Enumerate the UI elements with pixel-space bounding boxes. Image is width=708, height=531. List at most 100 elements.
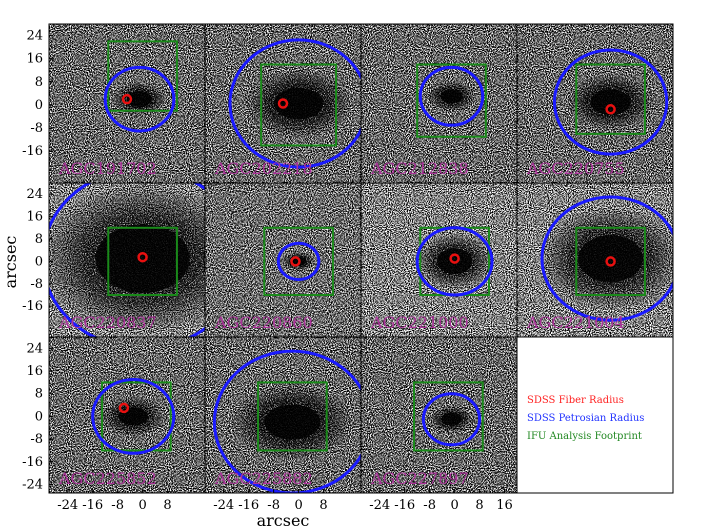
galaxy-core bbox=[95, 224, 190, 293]
y-tick-label: -8 bbox=[30, 432, 43, 447]
panel-agc220837: AGC220837 bbox=[48, 182, 206, 338]
panel-agc225852: AGC225852 bbox=[48, 336, 206, 494]
panel-background bbox=[517, 337, 673, 493]
panel-frame bbox=[516, 336, 674, 494]
x-tick-label: 0 bbox=[450, 498, 458, 513]
petrosian-circle bbox=[421, 392, 482, 447]
ifu-footprint bbox=[101, 381, 172, 452]
galaxy-core bbox=[264, 404, 321, 440]
y-tick-label: 8 bbox=[35, 75, 43, 90]
legend-entry: IFU Analysis Footprint bbox=[527, 431, 642, 442]
fiber-circle bbox=[121, 93, 133, 105]
galaxy-name: AGC221000 bbox=[370, 313, 469, 332]
galaxy-core bbox=[118, 407, 148, 426]
panel-agc191702: AGC191702 bbox=[48, 23, 206, 184]
x-tick-label: 8 bbox=[163, 498, 171, 513]
galaxy-name: AGC227897 bbox=[370, 469, 469, 488]
fiber-circle bbox=[118, 402, 130, 414]
petrosian-circle bbox=[91, 378, 176, 455]
x-tick-label: -24 bbox=[213, 498, 234, 513]
fiber-circle bbox=[449, 253, 460, 264]
x-tick-label: 0 bbox=[294, 498, 302, 513]
galaxy-name: AGC212838 bbox=[370, 159, 469, 178]
panel-agc221004: AGC221004 bbox=[516, 182, 674, 338]
ifu-footprint bbox=[260, 63, 338, 147]
galaxy-core bbox=[127, 91, 152, 108]
galaxy-core bbox=[440, 89, 463, 104]
y-tick-label: -24 bbox=[22, 477, 43, 492]
ifu-footprint bbox=[257, 381, 328, 452]
x-tick-label: -24 bbox=[57, 498, 78, 513]
galaxy-name: AGC221004 bbox=[526, 313, 625, 332]
y-tick-label: 24 bbox=[26, 341, 43, 356]
fiber-circle bbox=[290, 256, 301, 267]
fiber-circle bbox=[605, 256, 616, 267]
y-tick-label: 0 bbox=[35, 98, 43, 113]
petrosian-circle bbox=[212, 349, 361, 493]
y-tick-label: 0 bbox=[35, 409, 43, 424]
y-tick-label: 8 bbox=[35, 387, 43, 402]
panel-agc221000: AGC221000 bbox=[360, 182, 518, 338]
galaxy-name: AGC225852 bbox=[58, 469, 157, 488]
y-tick-label: -8 bbox=[30, 277, 43, 292]
y-axis-label: arcsec bbox=[1, 236, 20, 289]
galaxy-core bbox=[590, 89, 631, 115]
y-tick-label: 16 bbox=[26, 52, 43, 67]
y-tick-label: 8 bbox=[35, 232, 43, 247]
y-tick-label: 24 bbox=[26, 29, 43, 44]
x-tick-label: -8 bbox=[423, 498, 436, 513]
x-tick-label: -16 bbox=[394, 498, 415, 513]
ifu-footprint bbox=[413, 381, 484, 452]
panel-agc220755: AGC220755 bbox=[516, 23, 674, 184]
petrosian-circle bbox=[418, 65, 485, 127]
galaxy-core bbox=[441, 412, 462, 426]
x-axis-label: arcsec bbox=[257, 511, 310, 530]
ifu-footprint bbox=[575, 226, 646, 296]
galaxy-name: AGC191702 bbox=[58, 159, 157, 178]
panel-agc225882: AGC225882 bbox=[204, 336, 362, 494]
panel-agc227897: AGC227897 bbox=[360, 336, 518, 494]
x-tick-label: -16 bbox=[82, 498, 103, 513]
galaxy-core bbox=[273, 87, 324, 120]
galaxy-name: AGC220837 bbox=[58, 313, 157, 332]
petrosian-circle bbox=[415, 226, 494, 297]
x-tick-label: -8 bbox=[267, 498, 280, 513]
y-tick-label: -16 bbox=[22, 299, 43, 314]
galaxy-name: AGC220860 bbox=[214, 313, 313, 332]
x-tick-label: 8 bbox=[319, 498, 327, 513]
panel-agc220860: AGC220860 bbox=[204, 182, 362, 338]
x-tick-label: -16 bbox=[238, 498, 259, 513]
fiber-circle bbox=[137, 251, 148, 263]
ifu-footprint bbox=[107, 40, 178, 112]
y-tick-label: 16 bbox=[26, 364, 43, 379]
fiber-circle bbox=[277, 98, 289, 109]
panel-empty bbox=[516, 336, 674, 494]
galaxy-name: AGC220755 bbox=[526, 159, 625, 178]
petrosian-circle bbox=[540, 195, 673, 322]
petrosian-circle bbox=[276, 241, 321, 282]
ifu-footprint bbox=[575, 63, 646, 135]
y-tick-label: 16 bbox=[26, 210, 43, 225]
x-tick-label: 16 bbox=[496, 498, 513, 513]
ifu-footprint bbox=[416, 63, 487, 138]
panel-agc212838: AGC212838 bbox=[360, 23, 518, 184]
y-tick-label: 24 bbox=[26, 187, 43, 202]
legend-entry: SDSS Petrosian Radius bbox=[527, 413, 644, 424]
y-tick-label: -8 bbox=[30, 121, 43, 136]
x-tick-label: -8 bbox=[111, 498, 124, 513]
petrosian-circle bbox=[552, 48, 669, 156]
galaxy-name: AGC202218 bbox=[214, 159, 313, 178]
x-tick-label: 0 bbox=[138, 498, 146, 513]
petrosian-circle bbox=[228, 38, 361, 169]
x-tick-label: 8 bbox=[475, 498, 483, 513]
y-tick-label: 0 bbox=[35, 254, 43, 269]
ifu-footprint bbox=[263, 226, 334, 296]
galaxy-name: AGC225882 bbox=[214, 469, 313, 488]
legend-entry: SDSS Fiber Radius bbox=[527, 395, 624, 406]
x-tick-label: -24 bbox=[369, 498, 390, 513]
y-tick-label: -16 bbox=[22, 144, 43, 159]
fiber-circle bbox=[605, 104, 616, 115]
y-tick-label: -16 bbox=[22, 455, 43, 470]
ifu-footprint bbox=[107, 226, 178, 296]
